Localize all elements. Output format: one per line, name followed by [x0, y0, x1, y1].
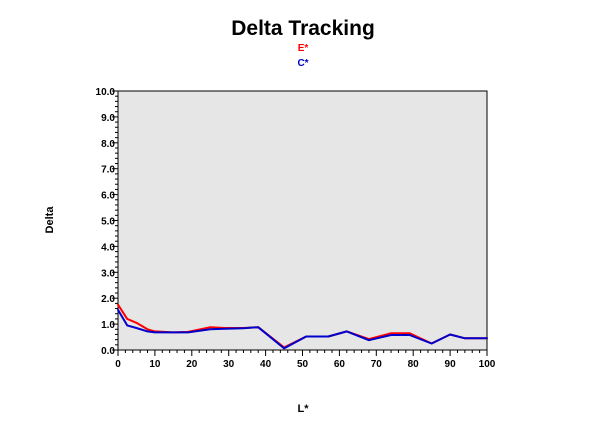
- y-tick-label: 1.0: [101, 320, 115, 331]
- x-tick-label: 100: [479, 359, 496, 370]
- y-tick-label: 9.0: [101, 113, 115, 124]
- x-tick-label: 50: [297, 359, 309, 370]
- y-axis-label: Delta: [44, 206, 56, 234]
- y-tick-label: 3.0: [101, 268, 115, 279]
- x-axis-label: L*: [298, 403, 310, 415]
- y-tick-label: 7.0: [101, 165, 115, 176]
- plot-area: [117, 90, 488, 351]
- x-tick-label: 20: [186, 359, 198, 370]
- y-tick-labels: 0.0 1.0 2.0 3.0 4.0 5.0 6.0 7.0 8.0 9.0 10.0: [96, 87, 116, 357]
- x-tick-label: 40: [260, 359, 272, 370]
- chart-title: Delta Tracking: [231, 17, 375, 40]
- y-tick-label: 6.0: [101, 191, 115, 202]
- series-lines: [117, 303, 488, 350]
- y-tick-label: 5.0: [101, 217, 115, 228]
- x-tick-label: 90: [445, 359, 457, 370]
- x-tick-label: 80: [408, 359, 420, 370]
- legend-entry-c: C*: [297, 58, 308, 69]
- axis-ticks: [112, 90, 488, 356]
- legend-entry-e: E*: [298, 43, 309, 54]
- y-tick-label: 10.0: [96, 87, 116, 98]
- x-tick-label: 30: [223, 359, 235, 370]
- y-tick-label: 0.0: [101, 346, 115, 357]
- y-tick-label: 4.0: [101, 242, 115, 253]
- y-tick-label: 8.0: [101, 139, 115, 150]
- y-tick-label: 2.0: [101, 294, 115, 305]
- x-tick-label: 10: [149, 359, 161, 370]
- x-tick-label: 0: [115, 359, 121, 370]
- x-tick-labels: 0 10 20 30 40 50 60 70 80 90 100: [115, 359, 496, 370]
- x-tick-label: 60: [334, 359, 346, 370]
- x-tick-label: 70: [371, 359, 383, 370]
- series-line-c: [117, 308, 488, 350]
